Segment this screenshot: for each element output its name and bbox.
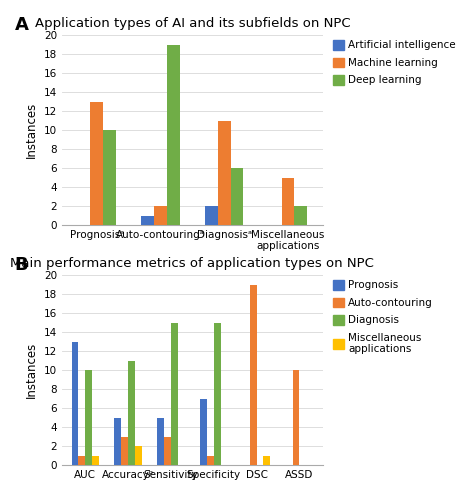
Bar bbox=[294, 206, 307, 225]
Legend: Artificial intelligence, Machine learning, Deep learning: Artificial intelligence, Machine learnin… bbox=[333, 40, 456, 86]
Bar bbox=[282, 178, 294, 225]
Bar bbox=[86, 370, 92, 465]
Bar bbox=[164, 436, 171, 465]
Bar bbox=[200, 398, 207, 465]
Bar bbox=[214, 322, 221, 465]
Text: B: B bbox=[15, 256, 28, 274]
Title: Application types of AI and its subfields on NPC: Application types of AI and its subfield… bbox=[35, 16, 350, 30]
Bar bbox=[142, 216, 154, 225]
Bar bbox=[171, 322, 178, 465]
Bar bbox=[92, 456, 99, 465]
Text: A: A bbox=[15, 16, 28, 34]
Bar bbox=[103, 130, 116, 225]
Bar bbox=[218, 120, 230, 225]
Title: Main performance metrics of application types on NPC: Main performance metrics of application … bbox=[10, 256, 374, 270]
Bar bbox=[230, 168, 243, 225]
Y-axis label: Instances: Instances bbox=[25, 102, 38, 158]
Bar bbox=[250, 284, 256, 465]
Bar bbox=[121, 436, 128, 465]
Bar bbox=[205, 206, 218, 225]
Bar bbox=[293, 370, 299, 465]
Bar bbox=[167, 44, 180, 225]
Bar bbox=[264, 456, 270, 465]
Bar bbox=[157, 418, 164, 465]
Bar bbox=[78, 456, 86, 465]
Y-axis label: Instances: Instances bbox=[25, 342, 38, 398]
Bar bbox=[72, 342, 78, 465]
Bar bbox=[154, 206, 167, 225]
Bar bbox=[135, 446, 142, 465]
Bar bbox=[90, 102, 103, 225]
Bar bbox=[207, 456, 214, 465]
Legend: Prognosis, Auto-contouring, Diagnosis, Miscellaneous
applications: Prognosis, Auto-contouring, Diagnosis, M… bbox=[333, 280, 433, 354]
Bar bbox=[128, 360, 135, 465]
Bar bbox=[114, 418, 121, 465]
